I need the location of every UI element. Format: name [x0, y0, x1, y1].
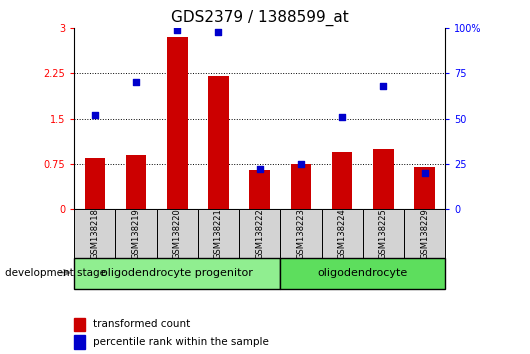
Bar: [74, 209, 116, 258]
Title: GDS2379 / 1388599_at: GDS2379 / 1388599_at: [171, 9, 349, 25]
Text: development stage: development stage: [5, 268, 107, 278]
Bar: [126, 155, 146, 209]
Bar: [332, 152, 352, 209]
Text: GSM138219: GSM138219: [131, 208, 140, 259]
Bar: [74, 258, 280, 289]
Bar: [157, 209, 198, 258]
Text: GSM138224: GSM138224: [338, 208, 347, 259]
Text: percentile rank within the sample: percentile rank within the sample: [93, 337, 269, 347]
Text: GSM138223: GSM138223: [296, 208, 305, 259]
Text: GSM138221: GSM138221: [214, 208, 223, 259]
Bar: [239, 209, 280, 258]
Bar: [373, 149, 394, 209]
Point: [255, 166, 264, 172]
Bar: [167, 38, 188, 209]
Bar: [322, 209, 363, 258]
Text: GSM138222: GSM138222: [255, 208, 264, 259]
Bar: [74, 335, 85, 349]
Text: transformed count: transformed count: [93, 319, 190, 329]
Point: [173, 27, 181, 33]
Bar: [84, 158, 105, 209]
Bar: [290, 164, 311, 209]
Text: GSM138225: GSM138225: [379, 208, 388, 259]
Text: GSM138229: GSM138229: [420, 208, 429, 259]
Point: [297, 161, 305, 167]
Text: oligodendrocyte: oligodendrocyte: [317, 268, 408, 279]
Text: GSM138220: GSM138220: [173, 208, 182, 259]
Bar: [404, 209, 445, 258]
Point: [338, 114, 347, 120]
Bar: [280, 209, 322, 258]
Point: [379, 83, 387, 89]
Bar: [208, 76, 229, 209]
Text: GSM138218: GSM138218: [90, 208, 99, 259]
Point: [420, 170, 429, 176]
Bar: [116, 209, 157, 258]
Bar: [363, 209, 404, 258]
Point: [132, 80, 140, 85]
Bar: [414, 167, 435, 209]
Bar: [250, 170, 270, 209]
Bar: [198, 209, 239, 258]
Point: [91, 112, 99, 118]
Bar: [74, 318, 85, 331]
Point: [214, 29, 223, 35]
Text: oligodendrocyte progenitor: oligodendrocyte progenitor: [101, 268, 253, 279]
Bar: [280, 258, 445, 289]
